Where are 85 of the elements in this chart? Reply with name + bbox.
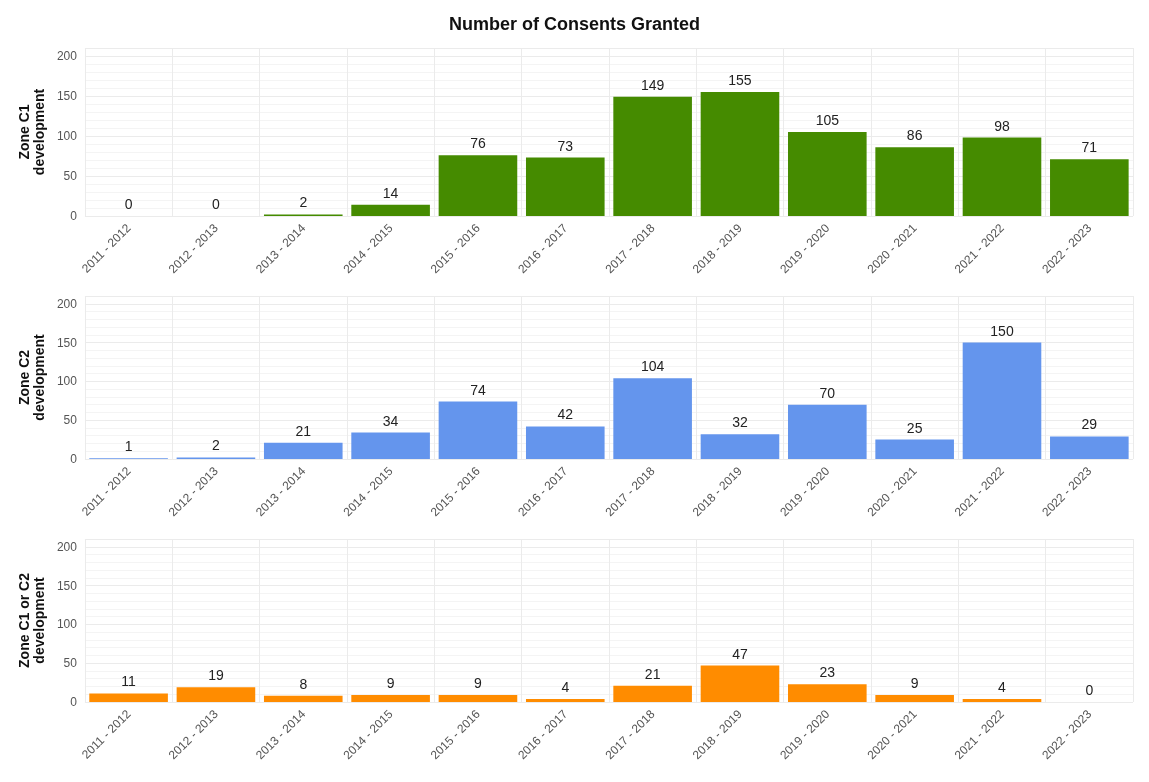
y-tick-label: 0 bbox=[70, 695, 78, 709]
data-label: 76 bbox=[470, 135, 486, 152]
data-label: 4 bbox=[561, 678, 570, 695]
data-label: 1 bbox=[124, 438, 133, 455]
data-label: 74 bbox=[470, 381, 486, 398]
y-tick-label: 0 bbox=[70, 209, 78, 223]
bar bbox=[962, 137, 1042, 216]
data-label: 19 bbox=[208, 667, 224, 684]
bar bbox=[525, 426, 605, 459]
bar bbox=[263, 695, 343, 702]
bar bbox=[875, 695, 954, 702]
y-tick-label: 100 bbox=[56, 129, 78, 143]
bar bbox=[875, 439, 954, 459]
data-label: 23 bbox=[819, 664, 836, 681]
bar bbox=[875, 147, 954, 216]
bar bbox=[962, 698, 1042, 702]
data-label: 149 bbox=[640, 76, 665, 93]
y-tick-label: 150 bbox=[56, 335, 78, 350]
bar bbox=[700, 665, 780, 702]
y-axis-title: Zone C2 development bbox=[15, 333, 47, 421]
y-axis-title: Zone C1 or C2 development bbox=[15, 572, 47, 668]
data-label: 32 bbox=[732, 414, 748, 431]
data-label: 42 bbox=[557, 406, 574, 423]
y-tick-label: 0 bbox=[70, 452, 78, 466]
bar bbox=[613, 685, 692, 702]
bar bbox=[351, 204, 430, 216]
bar bbox=[1050, 159, 1129, 216]
data-label: 21 bbox=[295, 422, 312, 439]
data-label: 34 bbox=[382, 412, 399, 429]
bar bbox=[788, 684, 867, 702]
bar bbox=[700, 434, 780, 459]
bar bbox=[788, 404, 867, 459]
y-tick-label: 150 bbox=[56, 89, 78, 103]
data-label: 73 bbox=[557, 137, 574, 154]
bar bbox=[176, 687, 256, 702]
data-label: 150 bbox=[990, 322, 1014, 339]
bar bbox=[525, 698, 605, 702]
bar bbox=[438, 155, 518, 216]
data-label: 9 bbox=[386, 675, 395, 692]
y-tick-label: 100 bbox=[56, 617, 78, 632]
data-label: 2 bbox=[299, 194, 308, 211]
y-axis-title: Zone C1 development bbox=[15, 88, 47, 176]
bar bbox=[613, 96, 692, 216]
bar bbox=[351, 695, 430, 702]
data-label: 0 bbox=[124, 196, 133, 212]
y-tick-label: 50 bbox=[63, 169, 78, 183]
data-label: 70 bbox=[819, 384, 836, 401]
data-label: 0 bbox=[1085, 682, 1094, 698]
data-label: 21 bbox=[644, 665, 661, 682]
data-label: 29 bbox=[1081, 416, 1098, 433]
bar bbox=[1050, 436, 1129, 459]
data-label: 98 bbox=[994, 117, 1010, 134]
bar bbox=[263, 442, 343, 459]
data-label: 47 bbox=[732, 645, 748, 662]
bar bbox=[89, 693, 168, 702]
y-tick-label: 50 bbox=[63, 413, 78, 428]
y-tick-label: 200 bbox=[56, 539, 78, 554]
bar bbox=[700, 92, 780, 216]
data-label: 11 bbox=[121, 673, 137, 690]
data-label: 9 bbox=[910, 675, 919, 692]
data-label: 14 bbox=[382, 184, 399, 201]
chart-title: Number of Consents Granted bbox=[448, 14, 701, 34]
data-label: 104 bbox=[640, 358, 665, 375]
data-label: 86 bbox=[906, 127, 923, 144]
data-label: 25 bbox=[906, 419, 923, 436]
data-label: 4 bbox=[998, 678, 1007, 695]
y-tick-label: 200 bbox=[56, 296, 78, 311]
data-label: 2 bbox=[212, 437, 221, 454]
bar bbox=[351, 432, 430, 459]
y-tick-label: 100 bbox=[56, 374, 78, 389]
data-label: 0 bbox=[212, 196, 221, 212]
data-label: 71 bbox=[1081, 139, 1098, 156]
bar bbox=[613, 378, 692, 459]
bar bbox=[788, 132, 867, 216]
bar bbox=[525, 157, 605, 216]
bar bbox=[438, 401, 518, 459]
data-label: 9 bbox=[474, 675, 483, 692]
data-label: 8 bbox=[299, 675, 308, 692]
bar bbox=[438, 695, 518, 702]
bar bbox=[962, 342, 1042, 459]
data-label: 155 bbox=[728, 72, 752, 88]
data-label: 105 bbox=[815, 112, 840, 128]
y-tick-label: 50 bbox=[63, 656, 78, 671]
y-tick-label: 200 bbox=[56, 49, 78, 63]
y-tick-label: 150 bbox=[56, 578, 78, 593]
